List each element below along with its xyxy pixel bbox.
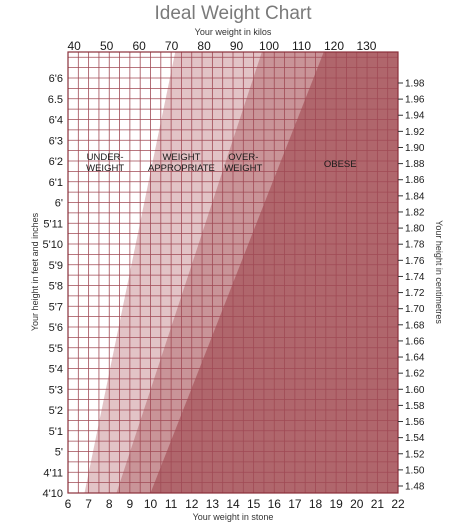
plot-border <box>67 51 399 494</box>
y-left-tick-label: 6'2 <box>49 156 63 168</box>
y-left-tick-label: 5'8 <box>49 281 63 293</box>
zone-label: WEIGHT <box>86 163 124 174</box>
y-left-tick-label: 5'11 <box>43 218 63 230</box>
x-bottom-tick-label: 16 <box>268 497 282 511</box>
y-right-tick-label: 1.72 <box>405 288 425 299</box>
x-bottom-tick-label: 15 <box>247 497 261 511</box>
x-bottom-tick-label: 22 <box>391 497 405 511</box>
x-bottom-axis-label: Your weight in stone <box>193 512 274 522</box>
x-bottom-tick-label: 11 <box>165 497 178 511</box>
y-right-tick-label: 1.82 <box>405 207 425 218</box>
y-left-tick-label: 6'6 <box>49 73 63 85</box>
y-right-tick-label: 1.74 <box>405 272 425 283</box>
x-bottom-tick-label: 17 <box>288 497 302 511</box>
y-right-tick-label: 1.50 <box>405 465 425 476</box>
x-bottom-tick-label: 7 <box>85 497 92 511</box>
axis-ticks: 6 7 8 9 10 11 12 13 14 15 16 17 18 19 20 21 22 40 50 60 70 80… <box>43 39 425 511</box>
chart-title: Ideal Weight Chart <box>154 3 312 24</box>
y-right-tick-label: 1.52 <box>405 449 425 460</box>
y-right-tick-label: 1.98 <box>405 79 425 90</box>
zone-label: APPROPRIATE <box>148 163 215 174</box>
y-right-tick-label: 1.84 <box>405 191 425 202</box>
x-top-tick-label: 90 <box>230 39 244 53</box>
x-bottom-tick-label: 9 <box>127 497 134 511</box>
grid-lines <box>67 51 399 494</box>
y-right-tick-label: 1.56 <box>405 417 425 428</box>
y-left-tick-label: 4'11 <box>43 467 63 479</box>
y-right-tick-label: 1.54 <box>405 433 425 444</box>
y-left-tick-label: 5'2 <box>49 405 63 417</box>
x-top-tick-label: 60 <box>132 39 146 53</box>
y-left-tick-label: 6' <box>55 198 63 210</box>
zone-label: UNDER- <box>87 152 124 163</box>
y-right-tick-label: 1.66 <box>405 336 425 347</box>
x-bottom-tick-label: 20 <box>350 497 364 511</box>
y-right-tick-label: 1.64 <box>405 353 425 364</box>
y-left-tick-label: 4'10 <box>43 488 63 500</box>
x-bottom-tick-label: 10 <box>144 497 158 511</box>
x-bottom-tick-label: 8 <box>106 497 113 511</box>
y-right-tick-label: 1.96 <box>405 95 425 106</box>
y-right-tick-label: 1.48 <box>405 482 425 493</box>
y-left-tick-label: 6'1 <box>49 177 63 189</box>
y-right-tick-label: 1.70 <box>405 304 425 315</box>
x-bottom-tick-label: 12 <box>185 497 199 511</box>
x-bottom-tick-label: 18 <box>309 497 323 511</box>
y-left-tick-label: 5'6 <box>49 322 63 334</box>
y-right-axis-label: Your height in centimetres <box>434 220 444 324</box>
x-bottom-tick-label: 19 <box>329 497 343 511</box>
x-top-tick-label: 110 <box>292 39 311 53</box>
y-right-tick-label: 1.88 <box>405 159 425 170</box>
y-right-tick-label: 1.86 <box>405 175 425 186</box>
zone-label: WEIGHT <box>224 163 262 174</box>
x-top-tick-label: 100 <box>259 39 279 53</box>
y-left-tick-label: 5'5 <box>49 343 63 355</box>
y-left-tick-label: 5'4 <box>49 364 63 376</box>
y-right-tick-label: 1.92 <box>405 127 425 138</box>
y-right-tick-label: 1.68 <box>405 320 425 331</box>
y-left-tick-label: 6'3 <box>49 135 63 147</box>
y-left-tick-label: 5'3 <box>49 384 63 396</box>
y-right-tick-label: 1.62 <box>405 369 425 380</box>
zone-label: WEIGHT <box>162 152 200 163</box>
y-left-tick-label: 5' <box>55 447 63 459</box>
y-left-tick-label: 6'4 <box>49 115 63 127</box>
zone-labels: UNDER-WEIGHTWEIGHTAPPROPRIATEOVER-WEIGHT… <box>86 152 357 174</box>
x-top-tick-label: 50 <box>100 39 114 53</box>
y-right-tick-label: 1.78 <box>405 240 425 251</box>
y-right-tick-label: 1.90 <box>405 143 425 154</box>
x-top-tick-label: 70 <box>165 39 179 53</box>
y-right-tick-label: 1.80 <box>405 224 425 235</box>
x-bottom-tick-label: 6 <box>65 497 72 511</box>
x-bottom-tick-label: 14 <box>226 497 240 511</box>
x-top-axis-label: Your weight in kilos <box>195 27 272 37</box>
x-top-tick-label: 80 <box>197 39 211 53</box>
y-left-tick-label: 5'9 <box>49 260 63 272</box>
y-right-tick-label: 1.60 <box>405 385 425 396</box>
zone-label: OBESE <box>324 159 357 170</box>
y-right-tick-label: 1.76 <box>405 256 425 267</box>
x-bottom-tick-label: 13 <box>206 497 220 511</box>
zone-label: OVER- <box>228 152 258 163</box>
y-left-tick-label: 5'1 <box>49 426 63 438</box>
x-top-tick-label: 120 <box>324 39 344 53</box>
y-right-tick-label: 1.94 <box>405 111 425 122</box>
x-bottom-tick-label: 21 <box>371 497 385 511</box>
x-top-tick-label: 40 <box>67 39 81 53</box>
x-top-tick-label: 130 <box>356 39 376 53</box>
y-left-tick-label: 5'7 <box>49 301 63 313</box>
y-left-axis-label: Your height in feet and inches <box>30 212 40 331</box>
y-left-tick-label: 5'10 <box>43 239 63 251</box>
y-right-tick-label: 1.58 <box>405 401 425 412</box>
y-left-tick-label: 6.5 <box>48 94 63 106</box>
